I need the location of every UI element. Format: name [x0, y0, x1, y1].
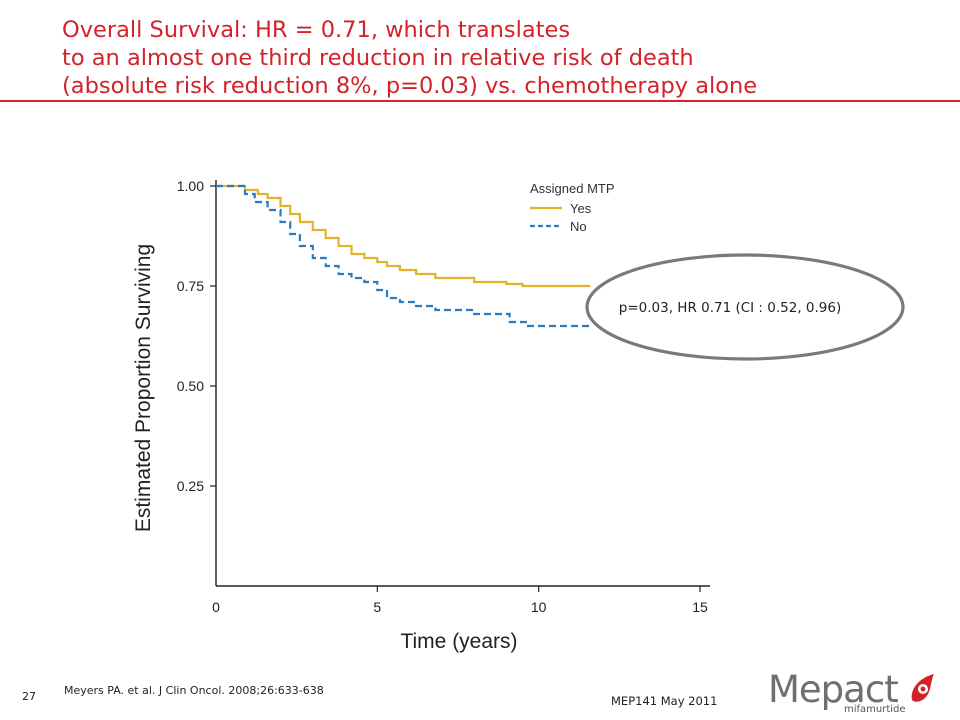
annotation-text: p=0.03, HR 0.71 (CI : 0.52, 0.96) — [619, 300, 841, 316]
title-underline — [0, 100, 960, 102]
series-line-no — [216, 184, 591, 328]
x-tick-label: 0 — [212, 599, 220, 615]
document-code: MEP141 May 2011 — [611, 694, 718, 708]
slide-title: Overall Survival: HR = 0.71, which trans… — [62, 16, 942, 100]
logo-drop-icon — [911, 674, 934, 702]
annotation-ellipse — [585, 253, 905, 361]
title-line-3: (absolute risk reduction 8%, p=0.03) vs.… — [62, 73, 758, 99]
legend-title: Assigned MTP — [530, 181, 615, 196]
x-tick-label: 15 — [692, 599, 708, 615]
y-tick-label: 0.25 — [177, 478, 204, 494]
legend-label-yes: Yes — [570, 201, 592, 216]
page-number: 27 — [22, 690, 36, 703]
x-tick-label: 5 — [373, 599, 381, 615]
mepact-logo: Mepact mifamurtide — [766, 668, 946, 718]
y-tick-label: 0.50 — [177, 378, 204, 394]
y-tick-label: 1.00 — [177, 178, 204, 194]
title-line-1: Overall Survival: HR = 0.71, which trans… — [62, 17, 571, 43]
logo-subtitle: mifamurtide — [844, 704, 906, 715]
logo-wordmark: Mepact — [768, 668, 899, 711]
series-line-yes — [216, 184, 591, 288]
y-axis-label: Estimated Proportion Surviving — [132, 244, 155, 532]
x-tick-label: 10 — [531, 599, 547, 615]
y-tick-label: 0.75 — [177, 278, 204, 294]
citation: Meyers PA. et al. J Clin Oncol. 2008;26:… — [64, 684, 324, 697]
x-axis-label: Time (years) — [400, 630, 517, 653]
legend-label-no: No — [570, 219, 587, 234]
title-line-2: to an almost one third reduction in rela… — [62, 45, 694, 71]
